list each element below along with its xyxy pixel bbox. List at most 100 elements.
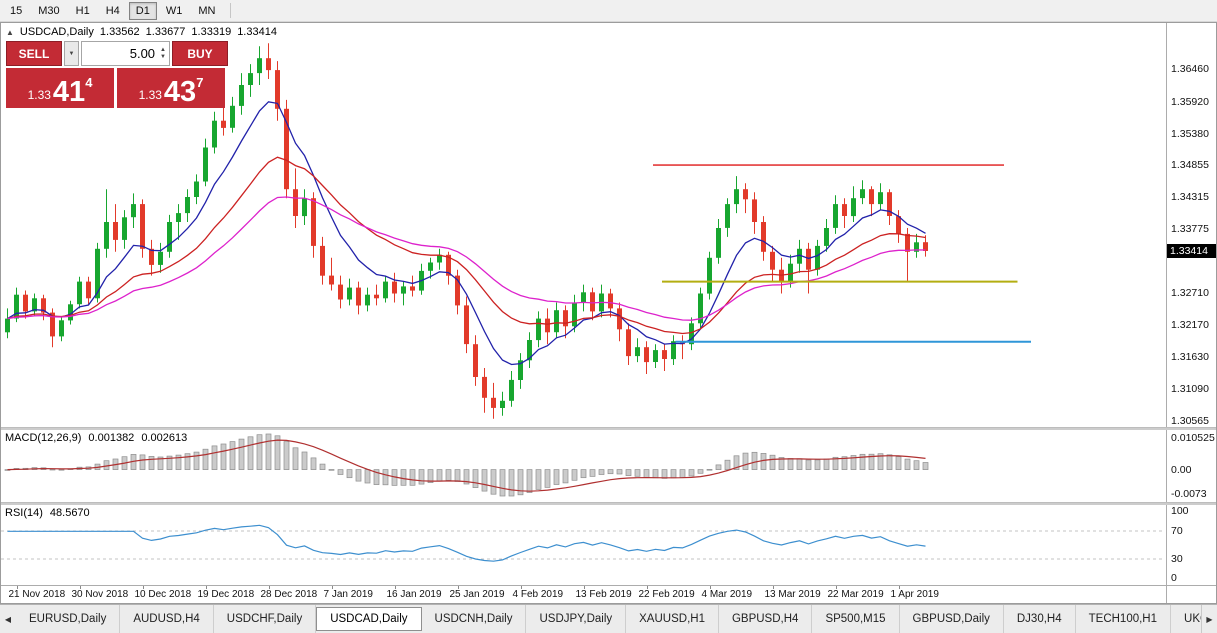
ohlc-open: 1.33562 <box>99 26 140 38</box>
price-axis-tick: 1.36460 <box>1171 63 1209 76</box>
time-axis-label: 28 Dec 2018 <box>260 589 318 600</box>
chart-tab-usdchf-daily[interactable]: USDCHF,Daily <box>214 605 317 633</box>
time-axis-tick <box>394 586 396 589</box>
rsi-axis-tick: 100 <box>1171 505 1189 517</box>
buy-quote-button[interactable]: 1.33 43 7 <box>117 68 225 108</box>
price-axis-tick: 1.35920 <box>1171 95 1209 108</box>
chart-tab-usdcad-daily[interactable]: USDCAD,Daily <box>316 607 422 631</box>
chart-tab-ukc[interactable]: UKC <box>1171 605 1201 633</box>
candlestick-svg <box>5 43 1031 419</box>
rsi-axis-tick: 30 <box>1171 553 1183 565</box>
one-click-trading-panel: SELL ▼ 5.00 ▲ ▼ BUY 1.33 <box>6 41 228 108</box>
sell-button[interactable]: SELL <box>6 41 62 66</box>
volume-increase-button[interactable]: ▲ <box>160 46 166 53</box>
chart-tab-dj30-h4[interactable]: DJ30,H4 <box>1004 605 1076 633</box>
chart-window-usdcad-daily: ▲ USDCAD,Daily 1.33562 1.33677 1.33319 1… <box>0 22 1217 604</box>
rsi-panel-splitter[interactable] <box>1 502 1216 505</box>
macd-axis-tick: -0.0073 <box>1171 488 1207 500</box>
timeframe-toolbar: 15 M30 H1 H4 D1 W1 MN <box>0 0 1217 22</box>
timeframe-button-d1[interactable]: D1 <box>128 1 157 20</box>
chart-tabbar: ◀ EURUSD,Daily AUDUSD,H4 USDCHF,Daily USDCA… <box>0 604 1217 633</box>
price-axis-tick: 1.32170 <box>1171 319 1209 332</box>
time-axis-label: 4 Feb 2019 <box>512 589 564 600</box>
timeframe-button-mn[interactable]: MN <box>198 4 216 17</box>
timeframe-button-h1[interactable]: H1 <box>75 4 90 17</box>
time-axis-label: 30 Nov 2018 <box>71 589 129 600</box>
rsi-axis-tick: 70 <box>1171 525 1183 537</box>
rsi-svg <box>1 524 1165 562</box>
timeframe-button-15[interactable]: 15 <box>10 4 23 17</box>
right-arrow-icon: ▶ <box>1206 614 1213 624</box>
trade-controls-row: SELL ▼ 5.00 ▲ ▼ BUY <box>6 41 228 66</box>
time-axis-row: 21 Nov 2018 30 Nov 2018 10 Dec 2018 19 Dec … <box>1 585 1216 603</box>
macd-value-main: 0.001382 <box>88 432 135 444</box>
candlestick-chart[interactable]: ▲ USDCAD,Daily 1.33562 1.33677 1.33319 1… <box>1 23 1166 427</box>
rsi-name: RSI(14) <box>5 507 43 519</box>
time-axis-tick <box>457 586 459 589</box>
time-axis-tick <box>898 586 900 589</box>
sell-quote-button[interactable]: 1.33 41 4 <box>6 68 114 108</box>
price-axis-tick: 1.33775 <box>1171 223 1209 236</box>
price-axis: 1.36460 1.35920 1.35380 1.34855 1.34315 1.337… <box>1166 23 1216 427</box>
quote-row: 1.33 41 4 1.33 43 7 <box>6 68 228 108</box>
volume-value: 5.00 <box>129 46 156 61</box>
chart-tabs: EURUSD,Daily AUDUSD,H4 USDCHF,Daily USDCAD,… <box>16 605 1201 633</box>
time-axis-tick <box>16 586 18 589</box>
chart-tab-xauusd-h1[interactable]: XAUUSD,H1 <box>626 605 719 633</box>
tabs-scroll-right-button[interactable]: ▶ <box>1201 605 1217 633</box>
price-panel: ▲ USDCAD,Daily 1.33562 1.33677 1.33319 1… <box>1 23 1216 427</box>
price-axis-tick: 1.31090 <box>1171 383 1209 396</box>
rsi-indicator-label: RSI(14) 48.5670 <box>5 507 90 519</box>
tabs-scroll-left-button[interactable]: ◀ <box>0 605 16 633</box>
chart-tab-audusd-h4[interactable]: AUDUSD,H4 <box>120 605 214 633</box>
rsi-plot[interactable]: RSI(14) 48.5670 <box>1 505 1166 585</box>
timeframe-button-m30[interactable]: M30 <box>38 4 60 17</box>
macd-name: MACD(12,26,9) <box>5 432 82 444</box>
buy-button[interactable]: BUY <box>172 41 228 66</box>
chart-window-icon: ▲ <box>6 27 14 37</box>
macd-plot[interactable]: MACD(12,26,9) 0.001382 0.002613 <box>1 430 1166 502</box>
time-axis-label: 25 Jan 2019 <box>449 589 505 600</box>
chart-tab-tech100-h1[interactable]: TECH100,H1 <box>1076 605 1172 633</box>
volume-field[interactable]: 5.00 ▲ ▼ <box>81 41 170 66</box>
time-axis-label: 19 Dec 2018 <box>197 589 255 600</box>
chart-symbol-label: USDCAD,Daily <box>19 26 94 38</box>
macd-axis-tick: 0.010525 <box>1171 432 1215 444</box>
time-axis-label: 22 Mar 2019 <box>827 589 884 600</box>
volume-decrease-button[interactable]: ▼ <box>160 53 166 60</box>
macd-axis-tick: 0.00 <box>1171 463 1192 476</box>
buy-big-figure: 1.33 <box>138 88 162 102</box>
buy-pipette: 7 <box>196 75 204 90</box>
time-axis-tick <box>331 586 333 589</box>
ohlc-close: 1.33414 <box>237 26 277 38</box>
chart-tab-eurusd-daily[interactable]: EURUSD,Daily <box>16 605 121 633</box>
time-axis-label: 1 Apr 2019 <box>890 589 939 600</box>
sell-pipette: 4 <box>85 75 93 90</box>
price-axis-tick: 1.31630 <box>1171 351 1209 364</box>
time-axis-label: 16 Jan 2019 <box>386 589 442 600</box>
volume-dropdown-button[interactable]: ▼ <box>64 41 79 66</box>
chart-title: ▲ USDCAD,Daily 1.33562 1.33677 1.33319 1… <box>6 26 277 38</box>
time-axis-label: 13 Mar 2019 <box>764 589 821 600</box>
rsi-axis: 100 70 30 0 <box>1166 505 1216 585</box>
macd-svg <box>4 433 929 497</box>
chart-tab-gbpusd-daily[interactable]: GBPUSD,Daily <box>900 605 1004 633</box>
macd-indicator-label: MACD(12,26,9) 0.001382 0.002613 <box>5 432 187 444</box>
price-axis-tick: 1.35380 <box>1171 127 1209 140</box>
left-arrow-icon: ◀ <box>4 614 12 624</box>
time-axis-label: 10 Dec 2018 <box>134 589 192 600</box>
chart-tab-sp500-m15[interactable]: SP500,M15 <box>812 605 900 633</box>
chart-tab-usdjpy-daily[interactable]: USDJPY,Daily <box>526 605 627 633</box>
macd-panel-splitter[interactable] <box>1 427 1216 430</box>
timeframe-button-w1[interactable]: W1 <box>165 4 183 17</box>
time-axis-label: 21 Nov 2018 <box>8 589 66 600</box>
time-axis-tick <box>205 586 207 589</box>
time-axis-label: 13 Feb 2019 <box>575 589 632 600</box>
time-axis-tick <box>79 586 81 589</box>
time-axis-tick <box>646 586 648 589</box>
macd-axis: 0.010525 0.00 -0.0073 <box>1166 430 1216 502</box>
chart-tab-gbpusd-h4[interactable]: GBPUSD,H4 <box>719 605 813 633</box>
chart-tab-usdcnh-daily[interactable]: USDCNH,Daily <box>422 605 527 633</box>
timeframe-button-h4[interactable]: H4 <box>105 4 120 17</box>
